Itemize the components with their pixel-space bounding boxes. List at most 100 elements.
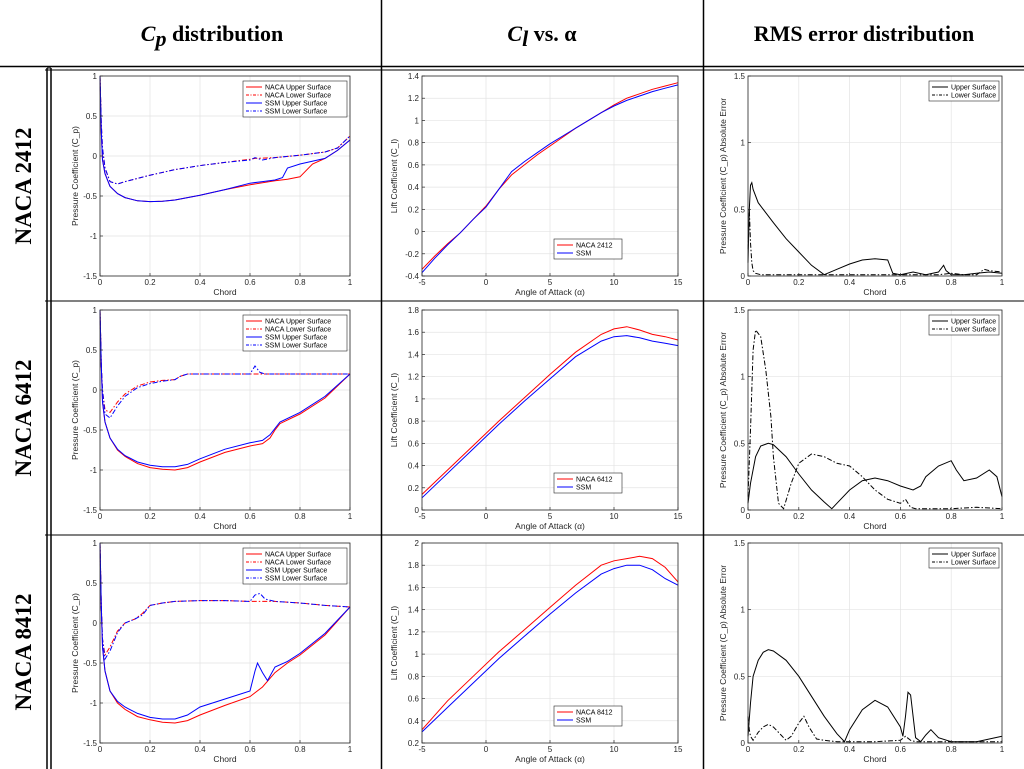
y-tick-label: 0.4 xyxy=(408,717,420,726)
y-tick-label: 0.2 xyxy=(408,739,420,748)
y-tick-label: 0 xyxy=(741,506,746,515)
legend-label: SSM Lower Surface xyxy=(265,343,327,350)
y-tick-label: 1.4 xyxy=(408,606,420,615)
series-line-upper-surface xyxy=(747,649,1003,743)
y-axis-label: Pressure Coefficient (C_p) xyxy=(70,593,80,693)
y-tick-label: 0.8 xyxy=(408,417,420,426)
legend-label: NACA 6412 xyxy=(576,477,613,484)
x-tick-label: 0.2 xyxy=(144,512,156,521)
x-axis-label: Chord xyxy=(213,521,236,531)
y-tick-label: 0.6 xyxy=(408,161,420,170)
y-tick-label: 1.8 xyxy=(408,306,420,315)
chart-panel-0-0: 0 0.2 0.4 0.6 0.8 1 -1.5 -1 -0.5 0 0.5 1 Chord Pressu… xyxy=(70,72,353,297)
legend-box xyxy=(928,547,1000,569)
y-axis-label: Pressure Coefficient (C_p) xyxy=(70,360,80,460)
x-tick-label: 0.8 xyxy=(294,512,306,521)
y-tick-label: 0.5 xyxy=(734,672,746,681)
x-tick-label: 0.6 xyxy=(244,512,256,521)
x-axis-label: Chord xyxy=(213,754,236,764)
y-tick-label: -1 xyxy=(90,466,98,475)
x-tick-label: 0.2 xyxy=(144,278,156,287)
legend-label: NACA 8412 xyxy=(576,710,613,717)
x-tick-label: 0 xyxy=(484,278,489,287)
x-tick-label: 5 xyxy=(548,278,553,287)
x-tick-label: 0.4 xyxy=(844,278,856,287)
x-tick-label: 0.2 xyxy=(793,278,805,287)
y-tick-label: 1.5 xyxy=(734,539,746,548)
y-tick-label: -1.5 xyxy=(83,739,97,748)
x-axis-label: Angle of Attack (α) xyxy=(515,521,585,531)
x-tick-label: -5 xyxy=(418,745,426,754)
x-tick-label: 0.8 xyxy=(946,278,958,287)
x-tick-label: 5 xyxy=(548,745,553,754)
legend-box xyxy=(928,314,1000,336)
x-tick-label: 0.4 xyxy=(194,745,206,754)
y-tick-label: -0.5 xyxy=(83,659,97,668)
x-tick-label: 0.2 xyxy=(793,745,805,754)
axes-frame xyxy=(99,309,351,511)
series-line-naca-6412 xyxy=(421,326,679,495)
x-tick-label: 0.8 xyxy=(946,512,958,521)
x-tick-label: 15 xyxy=(674,278,683,287)
series-line-naca-8412 xyxy=(421,555,679,731)
x-axis-label: Chord xyxy=(863,521,886,531)
y-tick-label: 0.5 xyxy=(734,205,746,214)
x-tick-label: 10 xyxy=(610,745,619,754)
y-tick-label: 0.4 xyxy=(408,462,420,471)
chart-panel-1-0: 0 0.2 0.4 0.6 0.8 1 -1.5 -1 -0.5 0 0.5 1 Chord Pressu… xyxy=(70,306,353,531)
y-tick-label: 1 xyxy=(93,72,98,81)
axes-frame xyxy=(747,309,1003,511)
x-tick-label: 0 xyxy=(746,745,751,754)
legend-label: SSM xyxy=(576,718,591,725)
legend-box xyxy=(553,705,623,727)
legend-label: NACA Upper Surface xyxy=(265,319,331,326)
legend-box xyxy=(553,238,623,260)
y-axis-label: Pressure Coefficient (C_p) Absolute Erro… xyxy=(718,98,728,254)
series-line-ssm-upper-surface xyxy=(99,75,351,203)
y-tick-label: 0 xyxy=(415,506,420,515)
chart-panel-0-1: -5 0 5 10 15 -0.4 -0.2 0 0.2 0.4 0.6 0.8 1 1.2 1.4 Angl… xyxy=(389,72,683,297)
x-tick-label: 0.6 xyxy=(244,745,256,754)
legend-label: SSM Lower Surface xyxy=(265,576,327,583)
y-tick-label: 1.4 xyxy=(408,350,420,359)
series-line-lower-surface xyxy=(747,209,1003,276)
y-axis-label: Lift Coefficient (C_l) xyxy=(389,606,399,681)
y-tick-label: 1 xyxy=(93,306,98,315)
y-tick-label: 1 xyxy=(415,116,420,125)
chart-panel-0-2: 0 0.2 0.4 0.6 0.8 1 0 0.5 1 1.5 Chord Pressure Coef… xyxy=(718,72,1005,297)
legend-label: NACA Upper Surface xyxy=(265,85,331,92)
chart-panel-1-1: -5 0 5 10 1500.20.40.60.811.21.41.61.8Angle … xyxy=(389,306,683,531)
legend-label: Upper Surface xyxy=(951,319,996,326)
y-tick-label: 1 xyxy=(741,139,746,148)
series-line-ssm-lower-surface xyxy=(99,75,351,185)
series-line-lower-surface xyxy=(747,328,1003,510)
y-axis-label: Pressure Coefficient (C_p) Absolute Erro… xyxy=(718,332,728,488)
x-tick-label: 5 xyxy=(548,512,553,521)
y-tick-label: -0.2 xyxy=(405,250,419,259)
header-cp-distribution: Cp distribution xyxy=(141,21,283,51)
header-rms-error: RMS error distribution xyxy=(754,21,974,46)
x-tick-label: 0.6 xyxy=(895,745,907,754)
y-tick-label: 1 xyxy=(415,395,420,404)
x-tick-label: 10 xyxy=(610,278,619,287)
row-label-naca-6412: NACA 6412 xyxy=(11,360,36,477)
x-tick-label: 0.4 xyxy=(844,512,856,521)
x-tick-label: 0.8 xyxy=(946,745,958,754)
legend-label: SSM xyxy=(576,485,591,492)
legend-box xyxy=(928,80,1000,102)
x-tick-label: -5 xyxy=(418,278,426,287)
x-tick-label: 0.6 xyxy=(895,278,907,287)
x-tick-label: 1 xyxy=(1000,278,1005,287)
legend-label: NACA Lower Surface xyxy=(265,93,331,100)
axes-frame xyxy=(99,542,351,744)
x-tick-label: 0.4 xyxy=(194,512,206,521)
y-tick-label: 1.4 xyxy=(408,72,420,81)
legend-label: SSM Upper Surface xyxy=(265,101,327,108)
header-cl-vs-alpha: Cl vs. α xyxy=(507,21,577,51)
series-line-naca-lower-surface xyxy=(99,309,350,414)
